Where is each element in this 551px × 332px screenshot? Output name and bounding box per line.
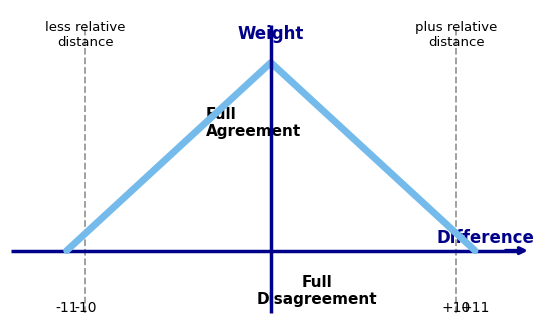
Text: Weight: Weight [237, 25, 304, 43]
Text: -11: -11 [56, 300, 78, 314]
Text: +10: +10 [442, 300, 471, 314]
Text: plus relative
distance: plus relative distance [415, 21, 498, 49]
Text: less relative
distance: less relative distance [45, 21, 126, 49]
Text: Full
Agreement: Full Agreement [206, 107, 301, 139]
Text: -10: -10 [74, 300, 96, 314]
Text: Difference: Difference [436, 229, 534, 247]
Text: +11: +11 [460, 300, 490, 314]
Text: Full
Disagreement: Full Disagreement [257, 275, 377, 307]
